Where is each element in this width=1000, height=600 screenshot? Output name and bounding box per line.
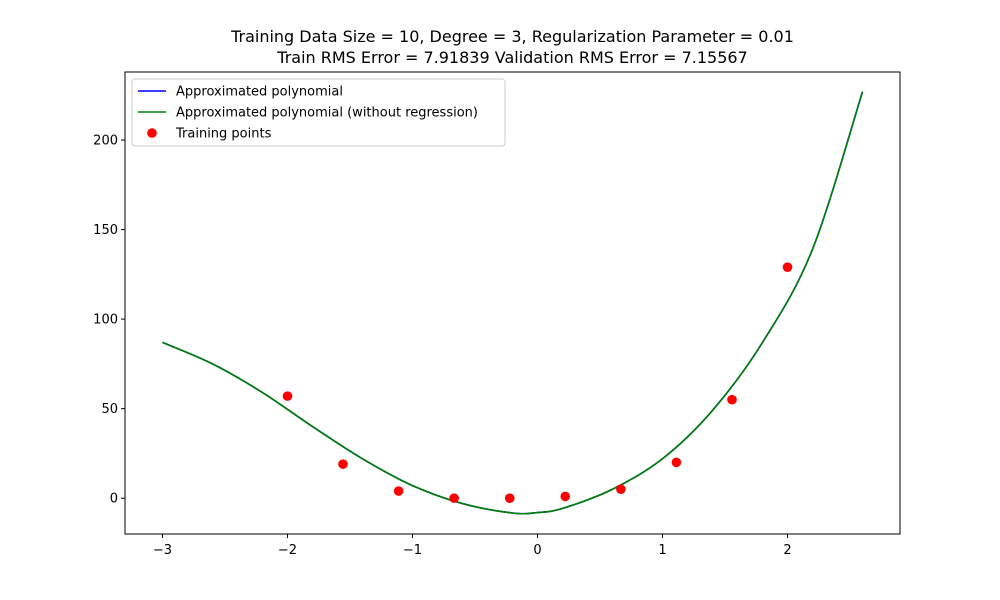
y-tick-label: 150 [93,223,118,238]
training-point [727,394,737,405]
x-tick-label: 2 [783,543,791,558]
chart-title-line-2: Train RMS Error = 7.91839 Validation RMS… [277,48,748,67]
y-tick-label: 0 [110,492,118,507]
x-tick-label: 1 [658,543,666,558]
x-tick-label: −1 [403,543,422,558]
chart-title: Training Data Size = 10, Degree = 3, Reg… [125,26,900,68]
x-tick-label: 0 [533,543,541,558]
y-axis: 0 50 100 150 200 [93,134,125,507]
training-point [671,457,682,468]
training-point [282,391,293,401]
series-layer [162,91,864,515]
y-tick-label: 200 [93,134,118,149]
training-point [504,493,515,503]
training-point [338,459,348,469]
training-point [560,491,571,502]
training-point [782,262,793,272]
legend-swatch-marker [147,128,157,138]
x-axis: −3 −2 −1 0 1 2 [153,534,792,558]
plot-area-frame [124,71,901,535]
series-line-1 [162,91,864,515]
legend-label: Approximated polynomial [176,85,343,100]
x-tick-label: −2 [278,543,297,558]
y-tick-label: 50 [101,402,118,417]
training-point [393,486,404,496]
legend-box [131,78,506,147]
points-layer [282,262,793,503]
training-point [449,493,459,503]
legend-label: Training points [175,127,272,142]
training-point [616,484,626,495]
y-tick-label: 100 [93,313,118,328]
x-tick-label: −3 [153,543,172,558]
legend-label: Approximated polynomial (without regress… [176,106,478,121]
chart-title-line-1: Training Data Size = 10, Degree = 3, Reg… [231,27,794,46]
legend: Approximated polynomial Approximated poly… [131,78,506,147]
series-line-0 [162,91,864,515]
